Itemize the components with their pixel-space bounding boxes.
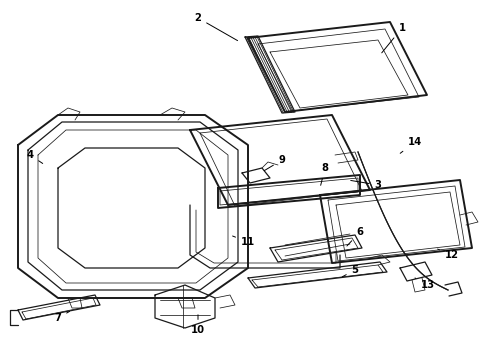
Text: 1: 1 [382, 23, 406, 53]
Text: 8: 8 [320, 163, 328, 185]
Text: 5: 5 [343, 265, 359, 277]
Text: 2: 2 [195, 13, 238, 41]
Text: 3: 3 [351, 180, 381, 190]
Text: 9: 9 [265, 155, 286, 171]
Text: 10: 10 [191, 315, 205, 335]
Text: 14: 14 [400, 137, 422, 153]
Text: 12: 12 [438, 249, 459, 260]
Text: 11: 11 [233, 236, 255, 247]
Text: 4: 4 [26, 150, 43, 163]
Text: 7: 7 [54, 311, 70, 323]
Text: 13: 13 [415, 278, 435, 290]
Text: 6: 6 [347, 227, 364, 246]
